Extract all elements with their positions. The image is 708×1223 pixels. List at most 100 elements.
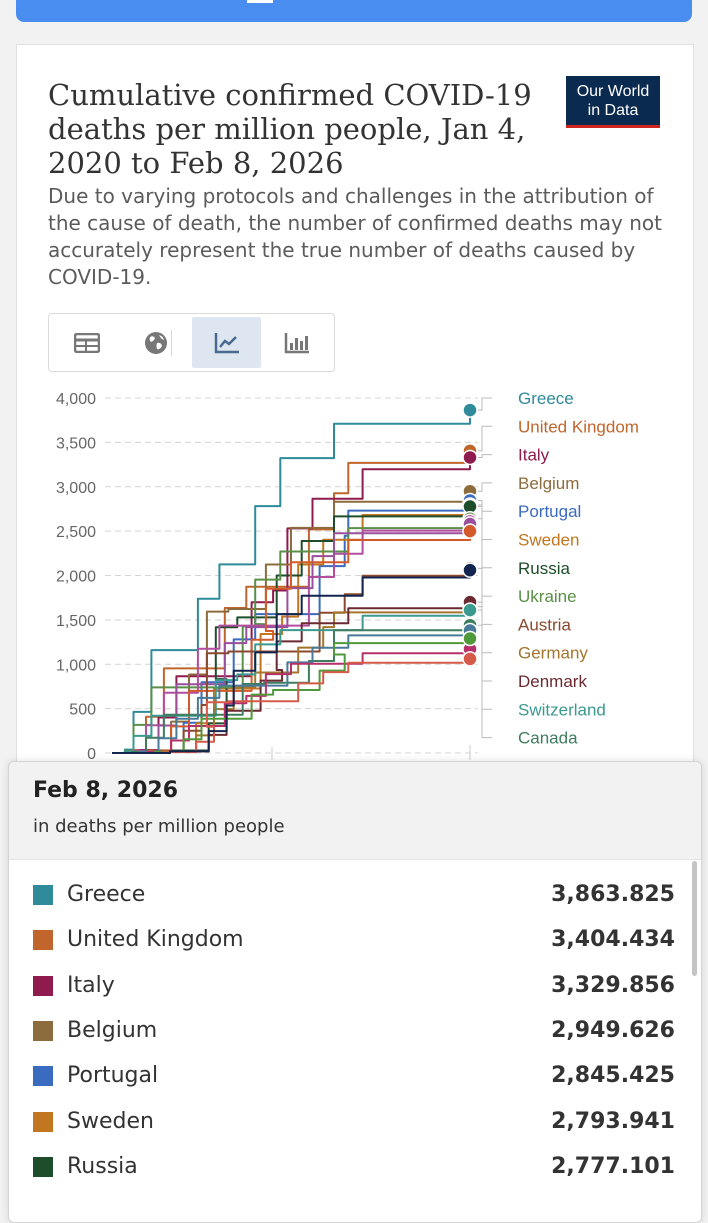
tooltip-row: Greece 3,863.825 (33, 882, 675, 912)
tooltip-series-name: Sweden (67, 1108, 154, 1134)
legend-connector (478, 397, 492, 411)
top-nav-bar (16, 0, 692, 22)
legend-connector (478, 454, 492, 458)
owid-logo[interactable]: Our World in Data (566, 76, 660, 128)
tooltip-row: United Kingdom 3,404.434 (33, 927, 675, 957)
legend-connector (478, 624, 492, 739)
tab-map[interactable] (121, 317, 190, 368)
legend-label[interactable]: United Kingdom (518, 417, 639, 436)
tooltip-scrollbar[interactable] (692, 861, 697, 976)
legend-connector (478, 518, 492, 597)
series-swatch (33, 1020, 53, 1041)
y-tick-label: 4,000 (56, 391, 96, 408)
legend-label[interactable]: Austria (518, 615, 571, 634)
legend-label[interactable]: Switzerland (518, 700, 606, 719)
legend-label[interactable]: Sweden (518, 531, 579, 550)
tooltip-series-name: United Kingdom (67, 927, 244, 953)
series-lines (112, 410, 471, 754)
tooltip-row: Portugal 2,845.425 (33, 1063, 675, 1093)
tooltip-row: Russia 2,777.101 (33, 1154, 675, 1184)
chart-subtitle: Due to varying protocols and challenges … (48, 184, 662, 289)
series-swatch (33, 930, 53, 951)
top-bar-notch (247, 0, 273, 3)
tooltip-series-name: Russia (67, 1153, 138, 1179)
series-line[interactable] (112, 606, 471, 754)
tooltip-row: Italy 3,329.856 (33, 973, 675, 1003)
table-icon (73, 332, 100, 353)
globe-icon (144, 331, 167, 354)
hover-tooltip: Feb 8, 2026 in deaths per million people… (8, 761, 702, 1223)
tooltip-header: Feb 8, 2026 in deaths per million people (9, 762, 701, 860)
tooltip-date: Feb 8, 2026 (33, 778, 179, 803)
tooltip-row: Sweden 2,793.941 (33, 1109, 675, 1139)
line-chart: 05001,0001,5002,0002,5003,0003,5004,000 … (56, 389, 639, 760)
series-end-markers (462, 402, 478, 667)
legend-connector (478, 504, 492, 540)
series-swatch (33, 1066, 53, 1087)
legend-label[interactable]: Italy (518, 446, 550, 465)
tab-line-chart[interactable] (192, 317, 261, 368)
legend-connector (478, 506, 492, 569)
logo-line-2: in Data (587, 102, 639, 119)
series-line[interactable] (112, 570, 471, 754)
series-end-dot[interactable] (462, 602, 478, 618)
legend-label[interactable]: Denmark (518, 672, 587, 691)
tooltip-series-value: 2,793.941 (551, 1108, 675, 1134)
y-tick-label: 500 (69, 702, 96, 719)
series-swatch (33, 975, 53, 996)
y-tick-label: 2,500 (56, 524, 96, 541)
legend-label[interactable]: Greece (518, 389, 574, 408)
tooltip-series-value: 3,863.825 (551, 882, 675, 907)
view-tabs (48, 313, 335, 372)
tooltip-series-value: 2,949.626 (551, 1017, 675, 1043)
y-tick-label: 1,500 (56, 613, 96, 630)
series-swatch (33, 1156, 53, 1177)
tab-bar-chart[interactable] (262, 317, 331, 368)
series-line[interactable] (112, 630, 471, 754)
tooltip-series-value: 2,777.101 (551, 1153, 675, 1179)
legend-label[interactable]: Portugal (518, 502, 581, 521)
series-end-dot[interactable] (462, 449, 478, 466)
bar-chart-icon (284, 332, 309, 353)
y-tick-label: 1,000 (56, 657, 96, 674)
legend-connector (478, 425, 492, 452)
y-tick-label: 0 (87, 746, 96, 760)
tooltip-series-value: 2,845.425 (551, 1063, 675, 1089)
series-end-dot[interactable] (462, 630, 478, 647)
legend-connector (478, 601, 492, 682)
legend-label[interactable]: Ukraine (518, 587, 577, 606)
tooltip-series-name: Italy (67, 972, 115, 998)
legend-connector (478, 500, 492, 512)
tab-table[interactable] (52, 317, 121, 368)
y-tick-label: 2,000 (56, 569, 96, 586)
legend-label[interactable]: Russia (518, 559, 571, 578)
series-line[interactable] (112, 610, 471, 754)
series-line[interactable] (112, 450, 471, 754)
series-swatch (33, 885, 53, 905)
line-legend: Greece United Kingdom Italy Belgium Portugal… (478, 389, 639, 748)
series-line[interactable] (112, 638, 471, 754)
legend-label[interactable]: Germany (518, 644, 588, 663)
series-end-dot[interactable] (462, 651, 478, 667)
chart-title: Cumulative confirmed COVID-19 deaths per… (48, 78, 532, 180)
series-swatch (33, 1111, 53, 1132)
tooltip-row: Belgium 2,949.626 (33, 1018, 675, 1048)
y-tick-label: 3,000 (56, 480, 96, 497)
legend-connector (478, 567, 492, 625)
y-tick-label: 3,500 (56, 435, 96, 452)
tooltip-series-name: Belgium (67, 1017, 158, 1043)
legend-label[interactable]: Canada (518, 729, 578, 748)
tooltip-unit: in deaths per million people (33, 816, 285, 837)
series-end-dot[interactable] (462, 402, 478, 418)
tooltip-series-value: 3,404.434 (551, 927, 675, 953)
series-end-dot[interactable] (462, 523, 478, 539)
series-end-dot[interactable] (462, 562, 478, 578)
legend-connector (478, 606, 492, 654)
tooltip-series-name: Portugal (67, 1063, 159, 1089)
tooltip-series-name: Greece (67, 882, 146, 907)
legend-label[interactable]: Belgium (518, 474, 579, 493)
logo-line-1: Our World (576, 83, 650, 100)
line-chart-icon (214, 332, 239, 353)
legend-connector (478, 482, 492, 492)
tooltip-series-value: 3,329.856 (551, 972, 675, 998)
